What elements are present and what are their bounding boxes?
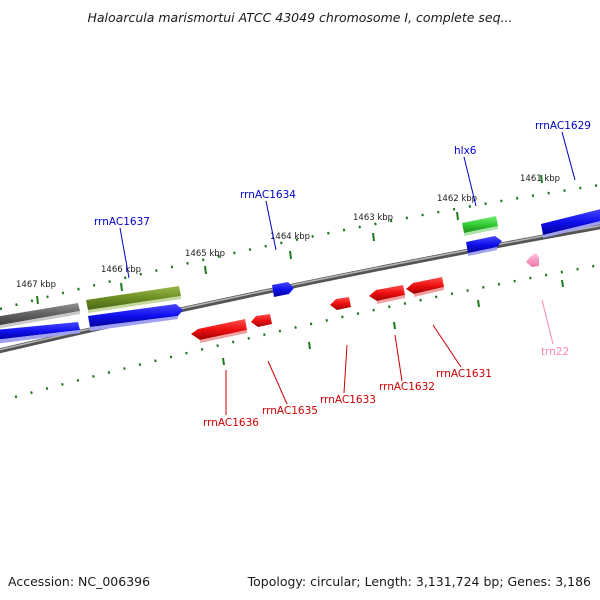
topology-summary-text: Topology: circular; Length: 3,131,724 bp… xyxy=(247,574,591,589)
gene-arrow[interactable] xyxy=(462,216,498,233)
forward-strand-features xyxy=(0,208,600,344)
gene-arrow-shadow xyxy=(0,330,80,344)
gene-label-rrnac1632[interactable]: rrnAC1632 xyxy=(379,381,435,393)
gene-label-rrnac1637[interactable]: rrnAC1637 xyxy=(94,216,150,228)
accession-text: Accession: NC_006396 xyxy=(8,574,150,589)
gene-arrow[interactable] xyxy=(251,314,272,327)
tick-label: 1463 kbp xyxy=(353,213,393,223)
gene-arrow-shadow xyxy=(90,316,178,331)
gene-arrow[interactable] xyxy=(541,208,600,235)
tick-labels: 1467 kbp 1466 kbp 1465 kbp 1464 kbp 1463… xyxy=(16,174,560,290)
gene-arrow[interactable] xyxy=(86,286,181,310)
gene-arrow-shadow xyxy=(88,296,181,313)
gene-label-rrnac1629[interactable]: rrnAC1629 xyxy=(535,120,591,132)
outer-tick-ring xyxy=(0,183,600,311)
map-title: Haloarcula marismortui ATCC 43049 chromo… xyxy=(88,10,513,25)
gene-label-rrnac1634[interactable]: rrnAC1634 xyxy=(240,189,296,201)
inner-major-ticks xyxy=(222,279,564,366)
gene-label-trn22[interactable]: trn22 xyxy=(541,346,569,358)
gene-label-hlx6[interactable]: hlx6 xyxy=(454,145,477,157)
gene-arrow[interactable] xyxy=(191,319,247,340)
tick-label: 1467 kbp xyxy=(16,280,56,290)
reverse-strand-features xyxy=(191,253,539,343)
gene-arrow-shadow xyxy=(468,247,497,256)
major-ticks xyxy=(36,174,543,305)
gene-arrow-shadow xyxy=(0,311,80,329)
gene-arrow-shadow xyxy=(377,295,405,304)
gene-arrow[interactable] xyxy=(369,285,405,301)
gene-arrow[interactable] xyxy=(272,282,294,297)
tick-label: 1464 kbp xyxy=(270,232,310,242)
tick-label: 1465 kbp xyxy=(185,249,225,259)
gene-arrow-shadow xyxy=(543,221,600,238)
gene-arrow-shadow xyxy=(200,330,247,343)
gene-arrow[interactable] xyxy=(406,277,444,294)
gene-arrow[interactable] xyxy=(526,253,539,267)
gene-arrow[interactable] xyxy=(0,322,80,340)
genome-backbone xyxy=(0,224,600,354)
gene-label-rrnac1633[interactable]: rrnAC1633 xyxy=(320,394,376,406)
gene-arrow-shadow xyxy=(464,226,498,236)
callout-lines xyxy=(119,131,576,415)
tick-label: 1461 kbp xyxy=(520,174,560,184)
gene-arrow[interactable] xyxy=(466,236,502,253)
gene-label-rrnac1631[interactable]: rrnAC1631 xyxy=(436,368,492,380)
tick-label: 1466 kbp xyxy=(101,265,141,275)
gene-label-rrnac1635[interactable]: rrnAC1635 xyxy=(262,405,318,417)
gene-arrow[interactable] xyxy=(330,297,351,310)
gene-arrow[interactable] xyxy=(0,303,80,326)
gene-arrow-shadow xyxy=(414,287,444,297)
tick-label: 1462 kbp xyxy=(437,194,477,204)
gene-labels: rrnAC1629 hlx6 rrnAC1634 rrnAC1637 rrnAC… xyxy=(94,120,591,429)
gene-label-rrnac1636[interactable]: rrnAC1636 xyxy=(203,417,259,429)
gene-arrow[interactable] xyxy=(88,304,183,327)
